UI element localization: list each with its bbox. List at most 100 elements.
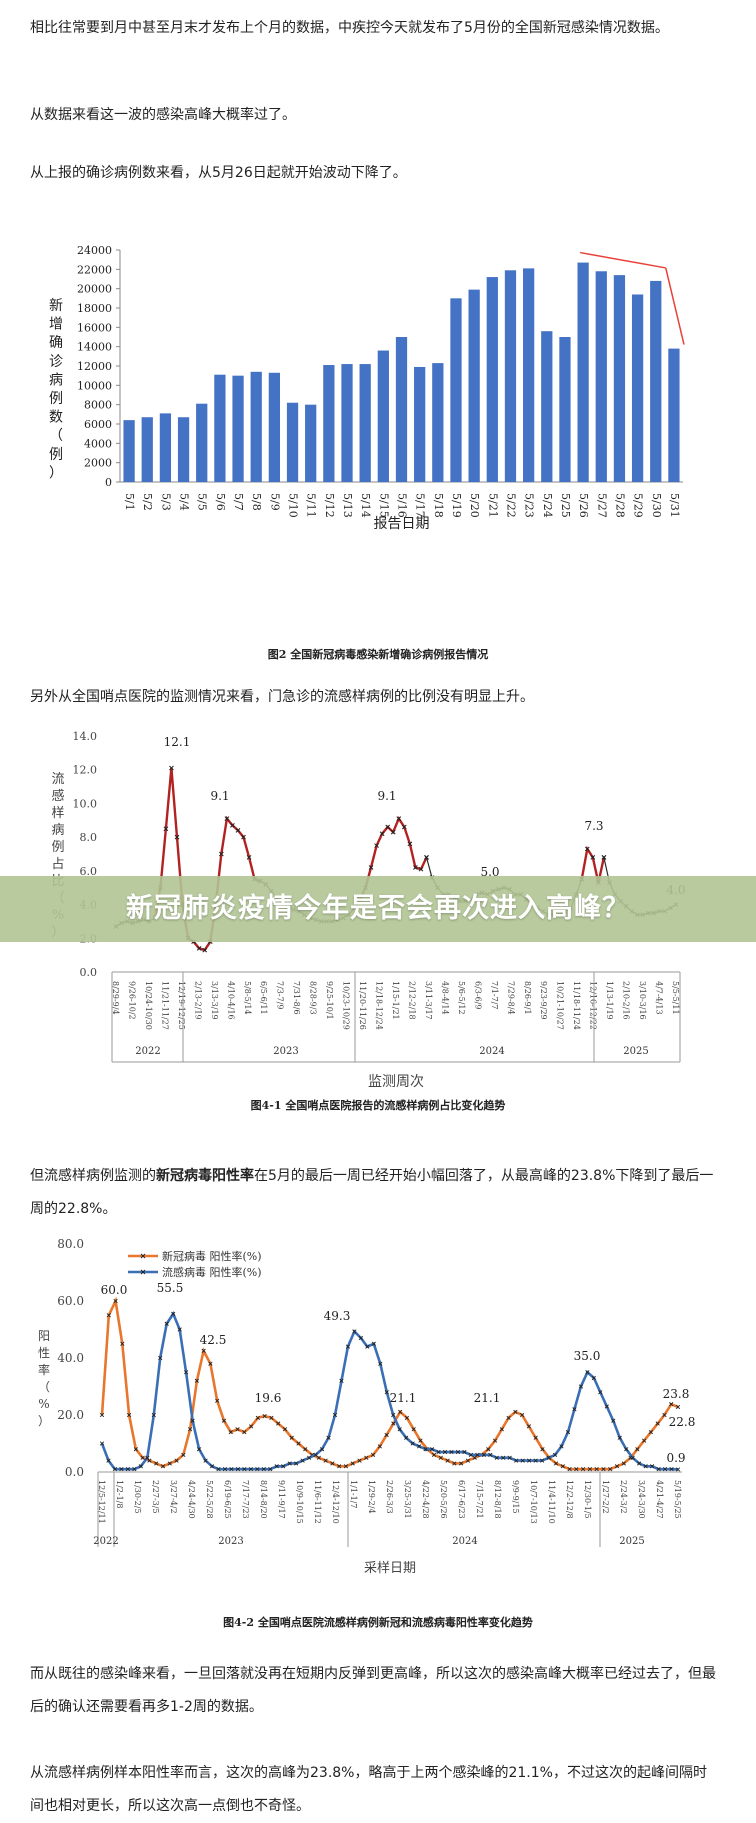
data-point xyxy=(112,1467,118,1472)
data-point xyxy=(675,1467,681,1472)
bar xyxy=(595,271,607,482)
y-tick-label: 14000 xyxy=(77,341,112,354)
x-tick-label: 3/10-3/16 xyxy=(638,981,647,1020)
data-point xyxy=(248,1467,253,1472)
figure-ili-ratio: 0.02.04.06.08.010.012.014.08/29-9/49/26-… xyxy=(0,728,756,1118)
x-tick-label: 5/22 xyxy=(504,493,517,518)
figure-caption: 图4-2 全国哨点医院流感样病例新冠和流感病毒阳性率变化趋势 xyxy=(223,1616,533,1629)
data-point xyxy=(242,1467,247,1472)
data-point xyxy=(424,855,429,860)
data-point xyxy=(230,822,235,828)
paragraph-intro: 相比往常要到月中甚至月末才发布上个月的数据，中疾控今天就发布了5月份的全国新冠感… xyxy=(30,20,669,36)
data-point xyxy=(391,1421,396,1426)
data-point xyxy=(184,1370,189,1375)
data-point xyxy=(396,816,402,821)
data-point xyxy=(486,1447,491,1452)
x-tick-label: 5/12 xyxy=(323,493,336,518)
x-tick-label: 6/17-6/23 xyxy=(457,1480,466,1519)
data-point xyxy=(370,1452,376,1458)
y-axis-title-char: 例 xyxy=(51,840,64,855)
x-tick-label: 5/1 xyxy=(123,493,136,511)
x-tick-label: 5/18 xyxy=(432,493,445,518)
x-tick-label: 1/29-2/4 xyxy=(367,1480,376,1514)
data-point xyxy=(390,829,396,835)
legend-marker xyxy=(140,1253,146,1259)
data-point xyxy=(169,765,174,771)
bar xyxy=(559,337,571,482)
bar xyxy=(323,365,335,482)
x-tick-label: 12/18-12/24 xyxy=(375,981,384,1030)
y-tick-label: 20.0 xyxy=(57,1408,84,1422)
x-tick-label: 5/25 xyxy=(559,493,572,518)
data-point xyxy=(337,1464,342,1469)
peak-label: 12.1 xyxy=(164,735,191,749)
x-tick-label: 12/2-12/8 xyxy=(565,1480,574,1519)
peak-label: 9.1 xyxy=(210,789,229,803)
data-point xyxy=(520,1412,525,1418)
peak-label: 9.1 xyxy=(377,789,396,803)
data-point xyxy=(132,1467,137,1472)
x-tick-label: 10/7-10/13 xyxy=(529,1480,538,1524)
data-point xyxy=(656,1467,661,1472)
data-point xyxy=(481,1452,486,1458)
x-tick-label: 2/27-3/5 xyxy=(151,1480,160,1514)
x-axis-title: 采样日期 xyxy=(364,1561,416,1576)
peak-label: 23.8 xyxy=(663,1387,690,1401)
data-point xyxy=(196,946,202,951)
data-point xyxy=(371,1341,376,1346)
y-axis-title-char: 诊 xyxy=(49,354,63,370)
data-point xyxy=(384,1432,389,1438)
data-point xyxy=(410,1441,415,1446)
y-tick-label: 12000 xyxy=(77,360,112,373)
data-point xyxy=(138,1464,143,1469)
x-tick-label: 5/6-5/12 xyxy=(457,981,466,1015)
bar xyxy=(541,331,553,482)
bar xyxy=(359,364,371,482)
data-point xyxy=(296,1441,301,1446)
data-point xyxy=(125,1467,131,1472)
data-point xyxy=(313,1452,318,1458)
x-tick-label: 9/11-9/17 xyxy=(277,1480,286,1519)
y-axis-title-char: 流 xyxy=(51,772,64,787)
data-point xyxy=(384,1390,389,1395)
x-tick-label: 3/25-3/31 xyxy=(403,1480,412,1519)
data-point xyxy=(574,1467,579,1472)
data-point xyxy=(154,1461,159,1466)
data-point xyxy=(546,1455,551,1460)
data-point xyxy=(368,865,374,870)
data-point xyxy=(201,1348,206,1353)
data-point xyxy=(218,851,224,857)
x-tick-label: 7/29-8/4 xyxy=(506,981,515,1015)
x-tick-label: 11/4-11/10 xyxy=(547,1480,556,1524)
series-line xyxy=(100,1311,679,1471)
x-tick-label: 5/16 xyxy=(396,493,409,518)
y-axis-title-char: （ xyxy=(49,428,63,444)
data-point xyxy=(190,1418,195,1423)
data-point xyxy=(99,1441,105,1446)
x-tick-label: 5/20-5/26 xyxy=(439,1480,448,1519)
data-point xyxy=(323,1458,328,1463)
positivity-intro-text: 但流感样病例监测的 xyxy=(30,1168,156,1184)
y-axis-title-char: 增 xyxy=(49,317,63,333)
figure-caption: 图2 全国新冠病毒感染新增确诊病例报告情况 xyxy=(267,648,489,661)
data-point xyxy=(140,1455,145,1460)
data-point xyxy=(675,1404,681,1410)
legend-label: 流感病毒 阳性率(%) xyxy=(162,1265,262,1279)
data-point xyxy=(614,1464,620,1469)
y-tick-label: 8000 xyxy=(84,399,112,412)
ili-ratio-line-chart: 0.02.04.06.08.010.012.014.08/29-9/49/26-… xyxy=(51,730,685,1090)
data-point xyxy=(147,1458,152,1463)
data-point xyxy=(507,1455,512,1460)
data-point xyxy=(578,1384,584,1389)
x-tick-label: 10/21-10/27 xyxy=(556,981,565,1030)
trend-line xyxy=(665,267,685,345)
data-point xyxy=(391,1412,396,1418)
x-tick-label: 7/17-7/23 xyxy=(241,1480,250,1519)
data-point xyxy=(113,1298,118,1304)
y-tick-label: 60.0 xyxy=(57,1294,84,1308)
x-tick-label: 12/16-12/22 xyxy=(589,981,598,1030)
x-tick-label: 8/29-9/4 xyxy=(111,981,120,1015)
y-tick-label: 0.0 xyxy=(65,1465,84,1479)
data-point xyxy=(269,1415,274,1420)
peak-label: 5.0 xyxy=(480,865,499,879)
